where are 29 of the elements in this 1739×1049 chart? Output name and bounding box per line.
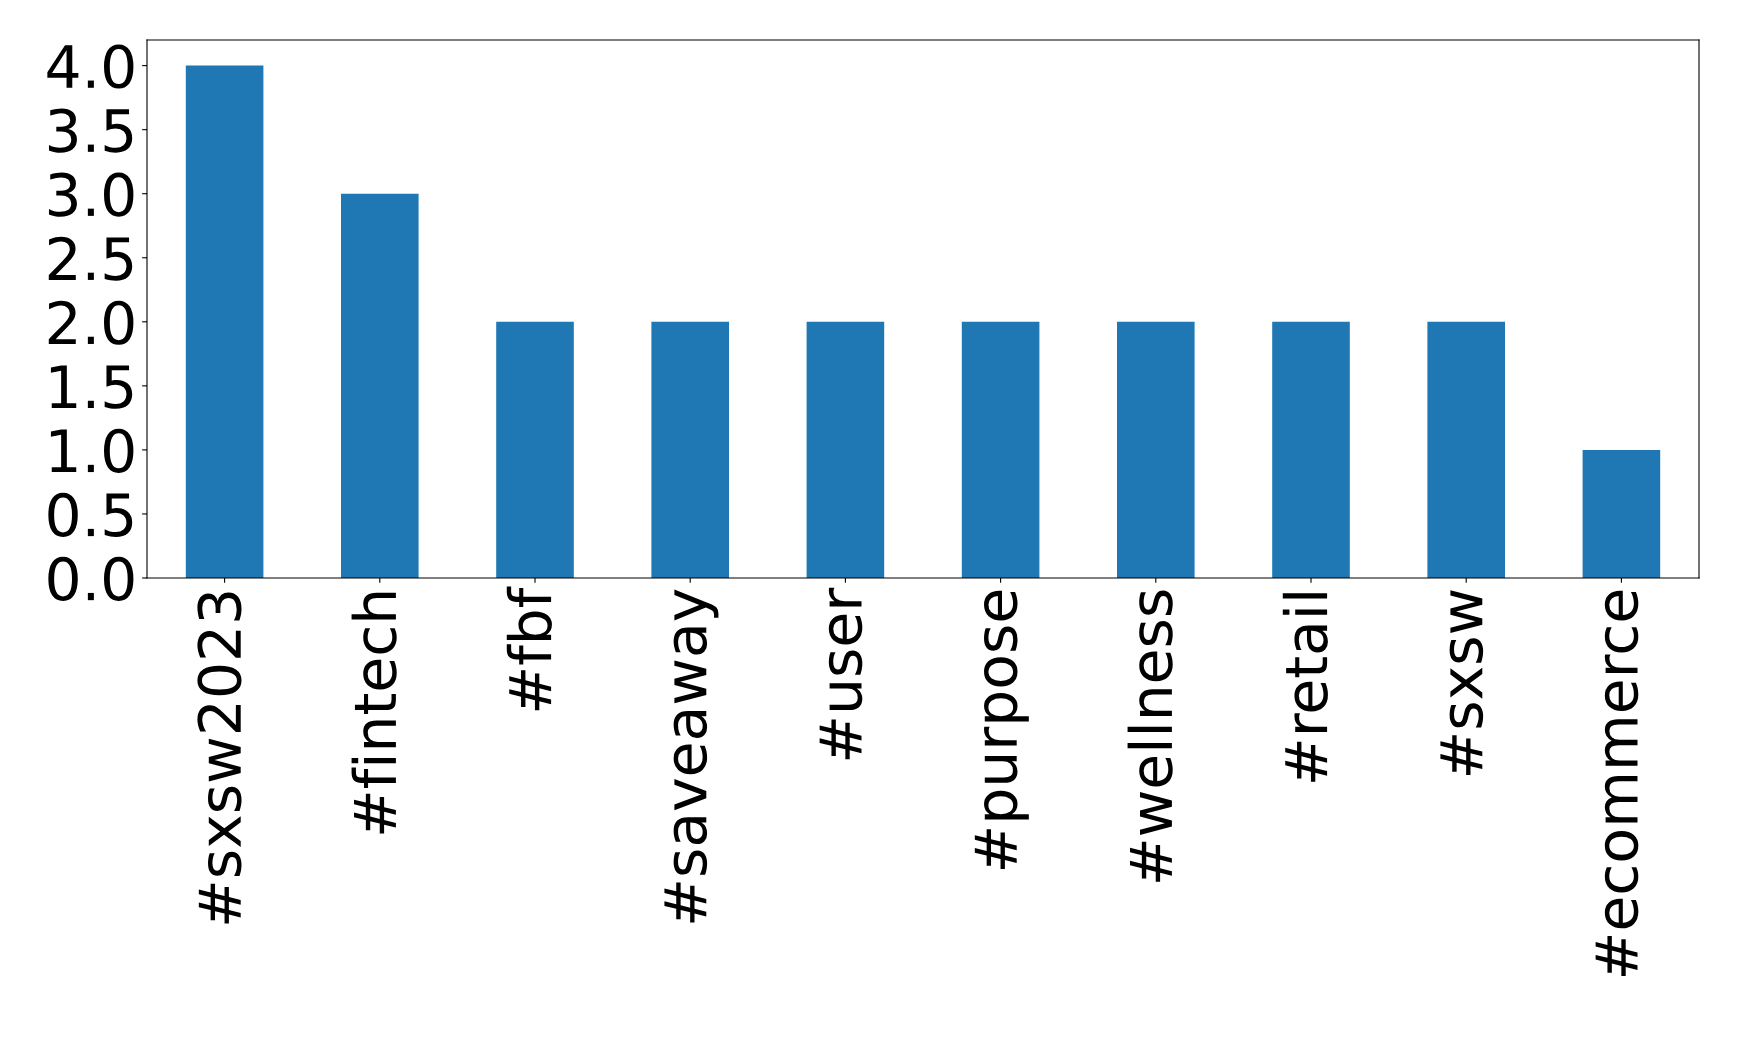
y-tick-label: 0.0 xyxy=(48,556,134,601)
bar xyxy=(1117,321,1195,578)
bar xyxy=(341,193,419,578)
bar xyxy=(806,321,885,578)
x-tick-label: #fbf xyxy=(506,586,552,711)
x-tick-label: #sxsw2023 xyxy=(197,592,242,924)
y-tick-label: 2.0 xyxy=(48,300,134,345)
bar xyxy=(1272,321,1350,578)
bar xyxy=(961,321,1040,578)
x-tick-label: #sxsw xyxy=(1440,590,1484,776)
x-tick-label: #user xyxy=(819,587,863,760)
y-tick-label: 1.0 xyxy=(50,428,134,473)
y-tick-label: 1.5 xyxy=(50,365,133,409)
y-tick-label: 0.5 xyxy=(48,492,133,537)
bar xyxy=(1427,321,1505,578)
x-tick-label: #purpose xyxy=(974,590,1029,870)
bar xyxy=(185,65,264,578)
y-tick-label: 4.0 xyxy=(47,44,134,89)
bar xyxy=(651,321,729,578)
bar xyxy=(496,321,574,578)
x-tick-label: #saveaway xyxy=(664,589,719,923)
x-tick-label: #fintech xyxy=(351,592,397,834)
y-tick-label: 3.0 xyxy=(48,172,134,217)
x-tick-label: #ecommerce xyxy=(1595,590,1639,976)
x-tick-label: #wellness xyxy=(1127,590,1173,882)
y-tick-label: 2.5 xyxy=(48,236,133,281)
bar xyxy=(1582,449,1661,578)
y-tick-label: 3.5 xyxy=(48,108,133,153)
x-tick-label: #retail xyxy=(1282,593,1328,782)
